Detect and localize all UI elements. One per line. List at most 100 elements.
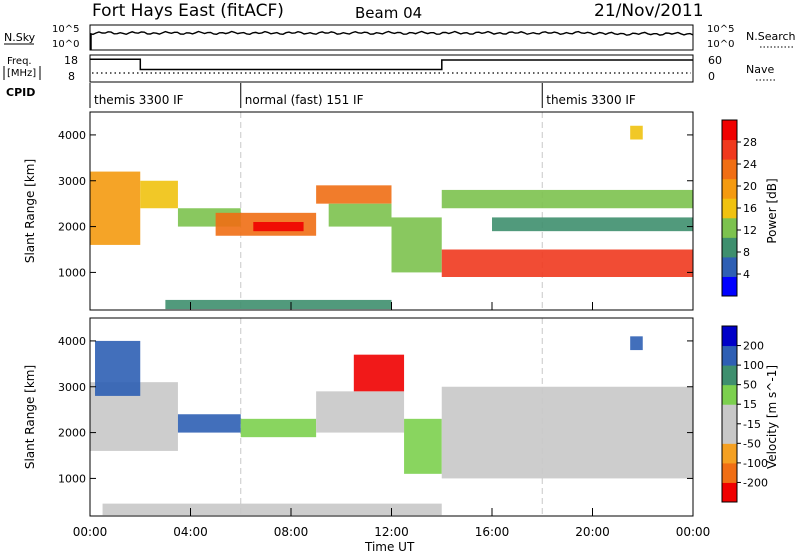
heatmap-cell: [328, 203, 392, 227]
velocity-ylabel: Slant Range [km]: [23, 365, 37, 469]
y-tick-label: 4000: [58, 335, 86, 348]
heatmap-cell: [102, 503, 442, 516]
noise-left-tick-bottom: 10^0: [52, 39, 79, 50]
heatmap-cell: [441, 249, 693, 277]
colorbar-tick-label: -200: [743, 476, 768, 489]
heatmap-cell: [441, 189, 693, 209]
cpid-segment-label: themis 3300 IF: [94, 93, 184, 107]
heatmap-cell: [95, 340, 141, 396]
velocity-panel: 4000 3000 2000 1000 Slant Range [km] 200 100…: [23, 317, 779, 517]
x-tick-label: 20:00: [575, 525, 610, 539]
colorbar-tick-label: 200: [743, 340, 764, 353]
colorbar-swatch: [722, 482, 737, 503]
power-colorbar-label: Power [dB]: [765, 178, 779, 243]
freq-label-2: [MHz]: [7, 68, 36, 79]
colorbar-swatch: [722, 256, 737, 277]
colorbar-swatch: [722, 443, 737, 464]
y-tick-label: 4000: [58, 129, 86, 142]
station-title: Fort Hays East (fitACF): [92, 1, 284, 21]
freq-tick-bottom: 8: [68, 70, 75, 83]
colorbar-swatch: [722, 462, 737, 483]
colorbar-frame: [721, 325, 738, 503]
colorbar-tick-label: 16: [743, 202, 757, 215]
cpid-segment-label: normal (fast) 151 IF: [245, 93, 364, 107]
x-tick-label: 12:00: [374, 525, 409, 539]
freq-label-1: Freq.: [7, 56, 32, 67]
heatmap-cell: [90, 171, 141, 245]
colorbar-swatch: [722, 198, 737, 219]
heatmap-cell: [353, 354, 405, 392]
heatmap-cell: [177, 414, 241, 433]
colorbar-tick-label: 20: [743, 180, 757, 193]
colorbar-swatch: [722, 178, 737, 199]
x-tick-label: 16:00: [475, 525, 510, 539]
beam-title: Beam 04: [355, 4, 422, 22]
heatmap-cell: [492, 217, 693, 232]
velocity-colorbar-label: Velocity [m s^-1]: [765, 365, 779, 469]
colorbar-tick-label: -15: [743, 418, 761, 431]
velocity-colorbar-label-text: Velocity [m s^-1]: [765, 365, 779, 469]
colorbar-swatch: [722, 326, 737, 347]
colorbar-swatch: [722, 237, 737, 258]
x-tick-label: 04:00: [173, 525, 208, 539]
noise-frame: [89, 24, 694, 51]
colorbar-swatch: [722, 384, 737, 405]
nave-tick-bottom: 0: [708, 70, 715, 83]
colorbar-swatch: [722, 365, 737, 386]
colorbar-swatch: [722, 276, 737, 297]
x-tick-label: 08:00: [274, 525, 309, 539]
noise-right-tick-bottom: 10^0: [707, 39, 734, 50]
colorbar-swatch: [722, 345, 737, 366]
colorbar-swatch: [722, 120, 737, 141]
date-title: 21/Nov/2011: [594, 1, 704, 21]
power-ylabel: Slant Range [km]: [23, 159, 37, 263]
colorbar-tick-label: 24: [743, 158, 757, 171]
heatmap-cell: [165, 299, 392, 310]
noise-trace: [89, 30, 694, 36]
y-tick-label: 1000: [58, 266, 86, 279]
colorbar-swatch: [722, 139, 737, 160]
colorbar-tick-label: 100: [743, 359, 764, 372]
heatmap-cell: [404, 418, 442, 474]
x-tick-label: 00:00: [676, 525, 711, 539]
power-panel: 4000 3000 2000 1000 Slant Range [km] 28 24 20…: [23, 111, 779, 311]
noise-panel: N.Sky 10^5 10^0 10^5 10^0 N.Search: [4, 24, 796, 51]
header: Fort Hays East (fitACF) Beam 04 21/Nov/2…: [92, 1, 704, 22]
heatmap-cell: [240, 418, 317, 438]
heatmap-cell: [316, 391, 405, 433]
freq-frame: [89, 54, 694, 83]
colorbar-swatch: [722, 217, 737, 238]
x-tick-label: 00:00: [73, 525, 108, 539]
noise-right-label: N.Search: [746, 30, 796, 43]
y-tick-label: 1000: [58, 472, 86, 485]
colorbar-swatch: [722, 404, 737, 425]
y-tick-label: 3000: [58, 175, 86, 188]
heatmap-cell: [630, 336, 643, 351]
heatmap-cell: [630, 125, 643, 140]
colorbar-tick-label: -100: [743, 457, 768, 470]
colorbar-tick-label: 12: [743, 224, 757, 237]
colorbar-tick-label: 15: [743, 398, 757, 411]
colorbar-tick-label: -50: [743, 437, 761, 450]
colorbar-tick-label: 8: [743, 246, 750, 259]
freq-tick-top: 18: [64, 54, 78, 67]
nave-tick-top: 60: [708, 54, 722, 67]
noise-left-label: N.Sky: [4, 31, 36, 44]
heatmap-cell: [316, 185, 392, 204]
colorbar-tick-label: 50: [743, 379, 757, 392]
y-tick-label: 2000: [58, 427, 86, 440]
colorbar-tick-label: 28: [743, 136, 757, 149]
noise-right-tick-top: 10^5: [707, 24, 734, 35]
colorbar-swatch: [722, 423, 737, 444]
colorbar-tick-label: 4: [743, 268, 750, 281]
frequency-panel: Freq. [MHz] 18 8 60 0 Nave: [3, 54, 776, 83]
nave-label: Nave: [746, 63, 774, 76]
frequency-trace: [90, 58, 693, 71]
heatmap-cell: [441, 386, 693, 479]
cpid-row: CPID themis 3300 IF normal (fast) 151 IF t…: [6, 83, 636, 108]
heatmap-cell: [253, 222, 304, 232]
cpid-segment-label: themis 3300 IF: [546, 93, 636, 107]
heatmap-cell: [391, 217, 442, 273]
heatmap-cell: [140, 180, 178, 209]
